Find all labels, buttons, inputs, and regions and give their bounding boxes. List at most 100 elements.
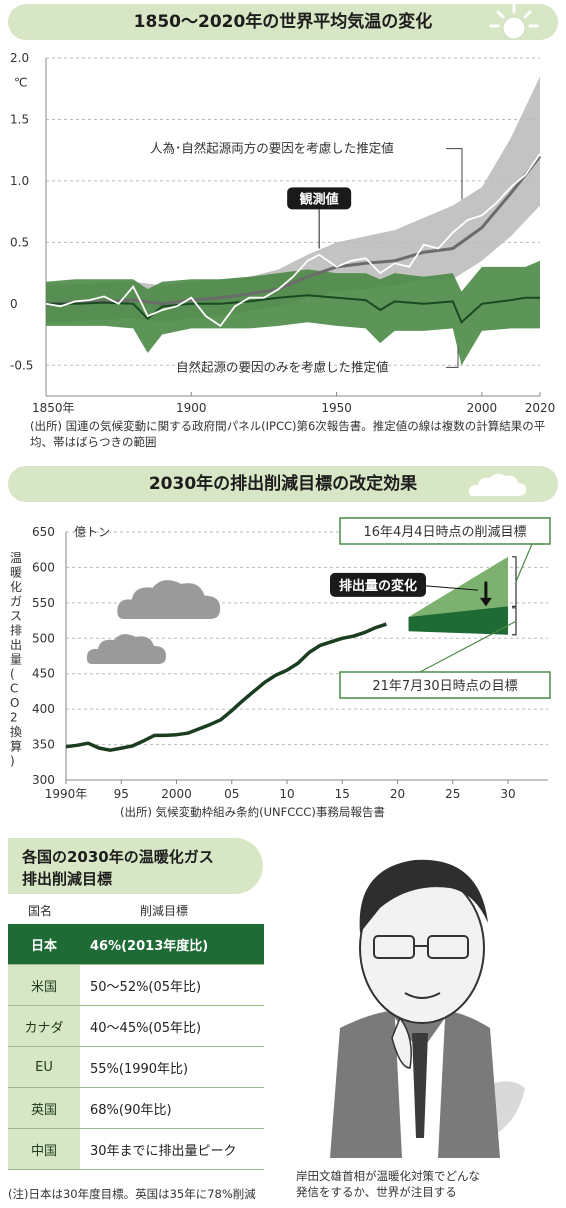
ylabel-char: 2 [10,711,18,725]
table-row: 中国 30年までに排出量ピーク [8,1128,264,1170]
table-note: (注)日本は30年度目標。英国は35年に78%削減 [8,1187,256,1201]
temperature-chart: 2.0 1.5 1.0 0.5 0 -0.5 ℃ 1850年 1900 1950 2000 2020 観… [10,51,556,415]
country-cell: 英国 [8,1087,80,1129]
emission-chart-title: 2030年の排出削減目標の改定効果 [148,474,418,494]
cloud-icon [117,580,221,619]
ylabel-char: ガ [10,595,22,609]
goals-table: 日本 46%(2013年度比) 米国 50～52%(05年比) カナダ 40～4… [8,924,264,1170]
x-tick-label: 10 [279,787,294,801]
x-tick-label: 05 [224,787,239,801]
y-tick-label: 650 [32,525,55,539]
natural-leader [446,346,459,368]
country-cell: 中国 [8,1128,80,1170]
ylabel-char: ス [10,609,22,623]
observed-line [45,153,541,328]
change-leader [425,585,478,591]
country-cell: 米国 [8,964,80,1006]
goals-table-banner: 各国の2030年の温暖化ガス 排出削減目標 [8,838,263,894]
target-cell: 50～52%(05年比) [80,964,264,1006]
x-tick-label: 20 [390,787,405,801]
x-tick-label: 1950 [321,401,352,415]
x-tick-label: 2020 [525,401,556,415]
table-row: 英国 68%(90年比) [8,1087,264,1129]
table-row: EU 55%(1990年比) [8,1046,264,1088]
change-label-box [330,572,426,597]
ylabel-char: C [10,682,18,696]
natural-range-band [46,260,540,366]
y-tick-label: -0.5 [10,358,33,372]
y-tick-label: 2.0 [10,51,29,65]
target-cell: 30年までに排出量ピーク [80,1128,264,1170]
table-row: 米国 50～52%(05年比) [8,964,264,1006]
x-tick-label: 15 [335,787,350,801]
emission-chart-banner: 2030年の排出削減目標の改定効果 [8,466,558,502]
new-target-band [408,606,508,635]
natural-label: 自然起源の要因のみを考慮した推定値 [176,359,389,374]
ylabel-char: 量 [10,653,22,667]
ylabel-char: ) [10,754,15,768]
x-tick-label: 2000 [161,787,192,801]
country-cell: 日本 [8,924,80,965]
column-header-country: 国名 [28,904,53,918]
cloud-icon [468,473,527,496]
ylabel-char: O [10,696,19,710]
target-cell: 40～45%(05年比) [80,1005,264,1047]
temperature-chart-title: 1850～2020年の世界平均気温の変化 [133,12,433,32]
y-tick-label: 350 [32,738,55,752]
target-cell: 55%(1990年比) [80,1046,264,1088]
cloud-icon [86,634,166,664]
new-target-callout [339,671,551,699]
target-cell: 46%(2013年度比) [80,924,264,965]
y-tick-label: 450 [32,667,55,681]
y-tick-label: 0.5 [10,235,29,249]
ylabel-char: 算 [10,739,22,754]
prime-minister-portrait [330,859,525,1158]
goals-table-title-line1: 各国の2030年の温暖化ガス [22,848,214,866]
goals-table-title-line2: 排出削減目標 [22,870,113,888]
old-target-leader [515,543,544,582]
y-tick-label: 300 [32,773,55,787]
sun-icon [489,3,539,40]
ylabel-char: 化 [10,580,22,594]
table-row: 日本 46%(2013年度比) [8,924,264,965]
combined-range-band [46,76,540,323]
ylabel-char: 暖 [10,566,22,580]
country-cell: カナダ [8,1005,80,1047]
x-tick-label: 95 [114,787,129,801]
old-target-label: 16年4月4日時点の削減目標 [363,524,526,540]
x-tick-label: 1900 [176,401,207,415]
ylabel-char: 排 [10,624,22,638]
y-tick-label: 550 [32,596,55,610]
observed-label: 観測値 [299,191,339,207]
combined-leader [446,148,463,200]
x-tick-label: 25 [445,787,460,801]
emission-chart-source: (出所) 気候変動枠組み条約(UNFCCC)事務局報告書 [120,805,385,819]
column-header-target: 削減目標 [140,904,189,918]
portrait-caption-line2: 発信をするか、世界が注目する [296,1185,457,1199]
target-cell: 68%(90年比) [80,1087,264,1129]
x-tick-label: 2000 [467,401,498,415]
x-tick-label: 1850年 [32,401,75,415]
y-tick-label: 0 [10,297,18,311]
y-tick-label: 400 [32,702,55,716]
emission-line [65,622,387,752]
ylabel-char: ( [10,667,15,681]
country-cell: EU [8,1046,80,1088]
ylabel-char: 温 [10,551,22,565]
ylabel-char: 出 [10,638,22,652]
old-target-bracket [512,556,517,607]
y-tick-label: 1.5 [10,112,29,126]
change-label: 排出量の変化 [339,578,417,594]
old-target-callout [339,517,551,545]
y-tick-label: 1.0 [10,174,29,188]
y-tick-label: 600 [32,560,55,574]
change-arrow-head [479,597,492,607]
combined-label: 人為･自然起源両方の要因を考慮した推定値 [150,141,394,156]
ylabel-char: 換 [10,725,22,739]
emission-chart: 650 600 550 500 450 400 350 300 億トン温暖化ガス排出量(CO2換… [10,517,551,819]
new-target-label: 21年7月30日時点の目標 [372,679,517,694]
unit-label: 億トン [74,525,110,539]
natural-estimate-line [46,294,540,324]
temperature-chart-banner: 1850～2020年の世界平均気温の変化 [8,4,558,40]
temperature-chart-source: (出所) 国連の気候変動に関する政府間パネル(IPCC)第6次報告書。推定値の線… [30,419,546,449]
